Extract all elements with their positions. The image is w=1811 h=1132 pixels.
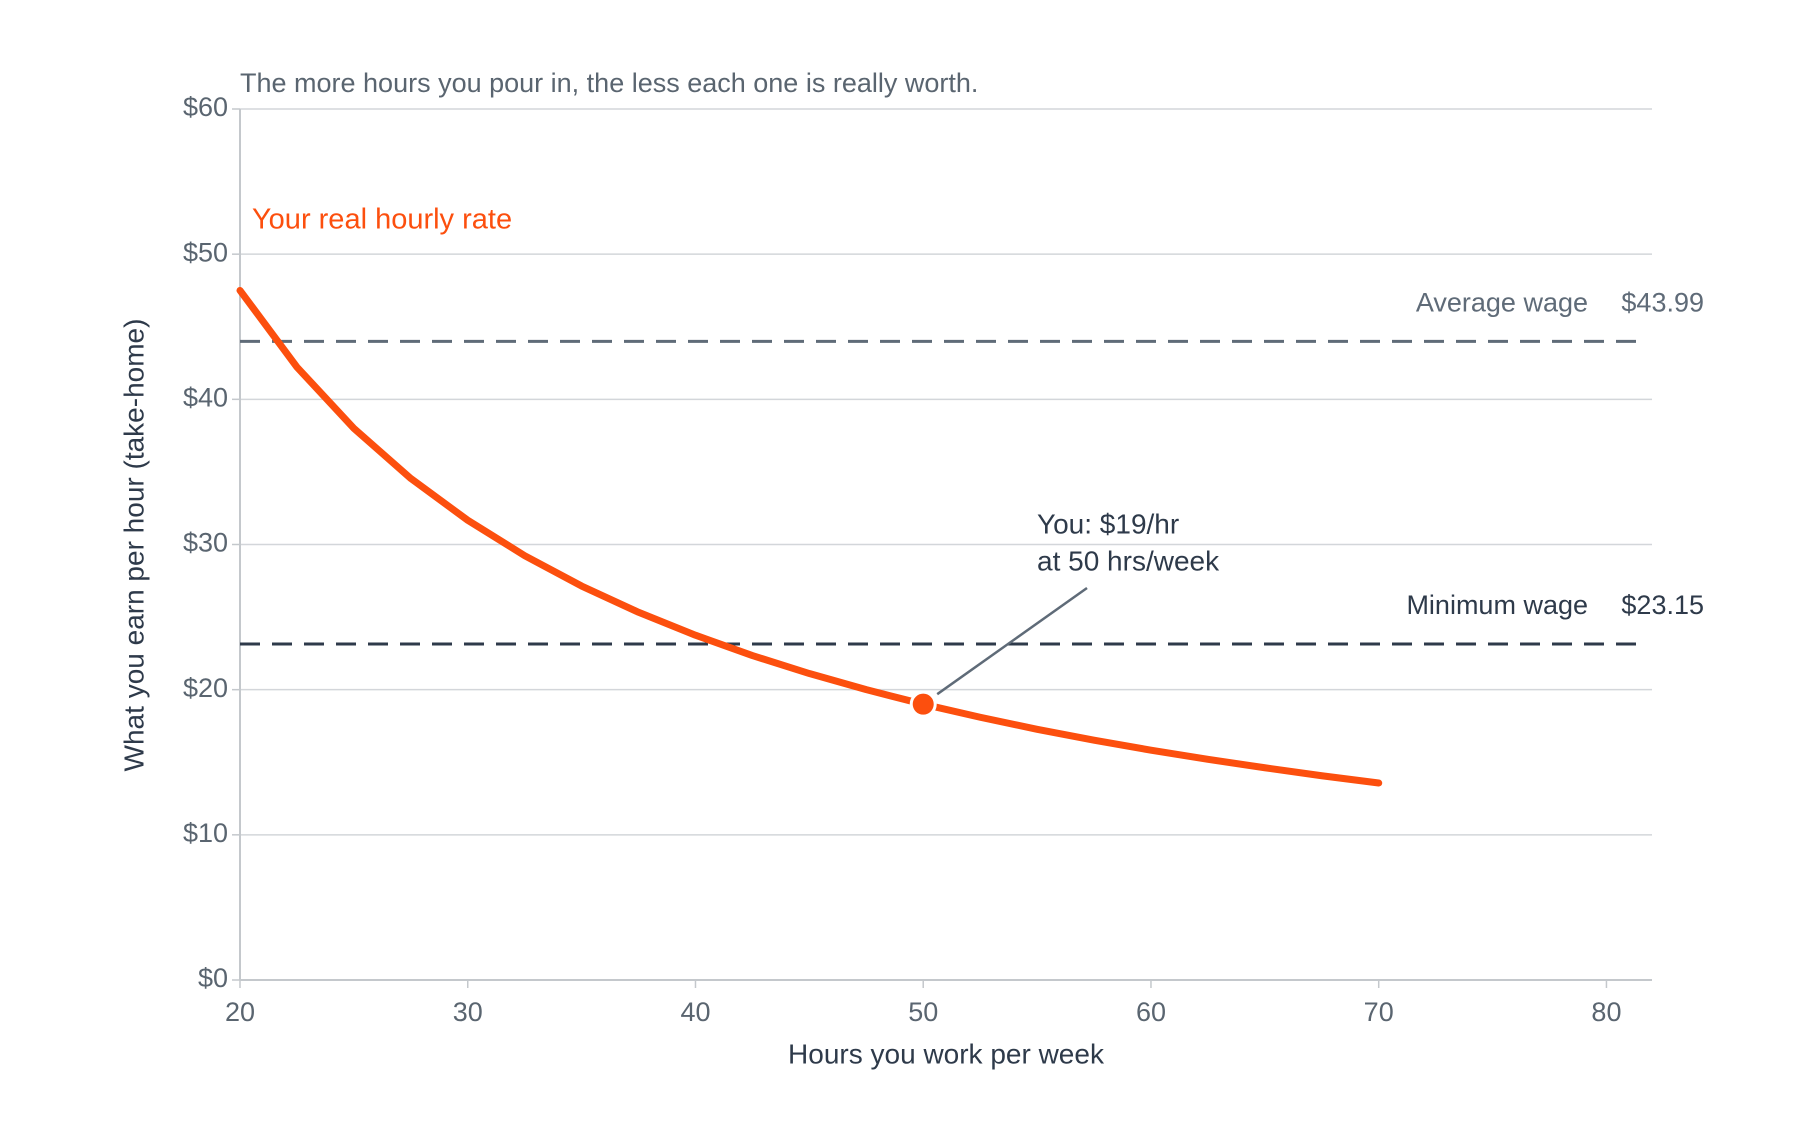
reference-value-label: $23.15 [1621,590,1704,620]
y-tick-label: $40 [183,382,228,412]
y-tick-label: $60 [183,92,228,122]
series-label: Your real hourly rate [252,204,512,236]
x-tick-label: 30 [453,997,483,1027]
x-tick-label: 70 [1364,997,1394,1027]
reference-value-label: $43.99 [1621,288,1704,318]
x-tick-label: 60 [1136,997,1166,1027]
annotation-leader [936,586,1088,696]
y-axis-label: What you earn per hour (take-home) [118,319,149,772]
series-line [236,286,1383,787]
reference-name-label: Minimum wage [1406,590,1588,620]
chart-title: The more hours you pour in, the less eac… [240,68,978,98]
x-tick-label: 80 [1591,997,1621,1027]
annotation-text: You: $19/hr [1037,508,1179,539]
annotation-text: at 50 hrs/week [1037,545,1220,576]
y-tick-label: $20 [183,673,228,703]
x-axis-label: Hours you work per week [788,1038,1105,1069]
y-tick-label: $50 [183,237,228,267]
y-tick-label: $10 [183,818,228,848]
x-tick-label: 20 [225,997,255,1027]
highlight-point [909,690,937,718]
x-tick-label: 50 [908,997,938,1027]
x-tick-label: 40 [680,997,710,1027]
reference-name-label: Average wage [1416,288,1588,318]
y-tick-label: $0 [198,963,228,993]
y-tick-label: $30 [183,528,228,558]
